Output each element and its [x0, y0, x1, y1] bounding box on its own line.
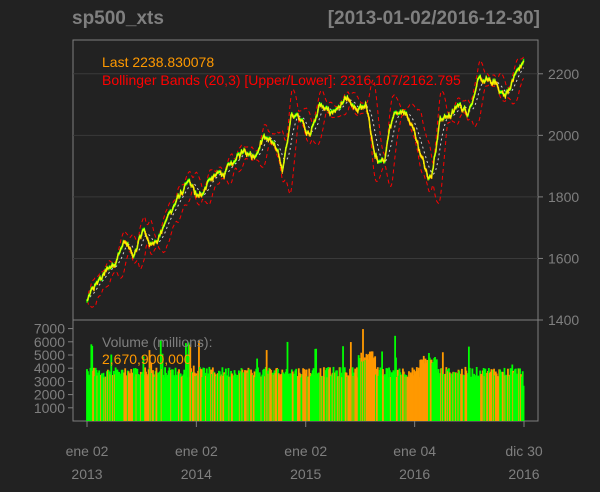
- price-tick-label: 1600: [548, 250, 579, 266]
- x-tick-label-top: dic 30: [505, 443, 543, 459]
- date-range: [2013-01-02/2016-12-30]: [327, 8, 540, 29]
- x-tick-label-top: ene 02: [175, 443, 218, 459]
- volume-tick-label: 5000: [34, 347, 65, 363]
- last-value-label: Last 2238.830078: [102, 54, 214, 70]
- bollinger-upper-line: [86, 56, 525, 302]
- volume-label: Volume (millions):: [102, 334, 212, 350]
- volume-bar: [522, 385, 525, 421]
- volume-last-value: 2,670,900,000: [102, 351, 192, 367]
- volume-tick-label: 6000: [34, 334, 65, 350]
- x-tick-label-bottom: 2016: [508, 466, 539, 482]
- volume-tick-label: 3000: [34, 373, 65, 389]
- volume-tick-label: 2000: [34, 387, 65, 403]
- x-tick-label-top: ene 02: [284, 443, 327, 459]
- chart-labels: ene 02 2013 ene 02 2014 ene 02 2015 ene 04 2016…: [66, 54, 543, 482]
- price-tick-label: 1400: [548, 312, 579, 328]
- volume-tick-label: 4000: [34, 360, 65, 376]
- x-tick-label-top: ene 04: [393, 443, 436, 459]
- x-tick-label-bottom: 2015: [290, 466, 321, 482]
- x-tick-label-bottom: 2016: [399, 466, 430, 482]
- x-tick-label-bottom: 2013: [71, 466, 102, 482]
- price-tick-label: 1800: [548, 189, 579, 205]
- bollinger-lower-line: [86, 78, 524, 308]
- x-tick-label-bottom: 2014: [181, 466, 212, 482]
- volume-tick-label: 1000: [34, 400, 65, 416]
- x-tick-label-top: ene 02: [66, 443, 109, 459]
- price-tick-label: 2000: [548, 127, 579, 143]
- price-tick-label: 2200: [548, 66, 579, 82]
- volume-tick-label: 7000: [34, 321, 65, 337]
- price-line: [86, 60, 525, 302]
- bollinger-legend-label: Bollinger Bands (20,3) [Upper/Lower]: 23…: [102, 72, 461, 88]
- bollinger-middle-line: [86, 67, 525, 302]
- chart-title: sp500_xts: [72, 8, 164, 29]
